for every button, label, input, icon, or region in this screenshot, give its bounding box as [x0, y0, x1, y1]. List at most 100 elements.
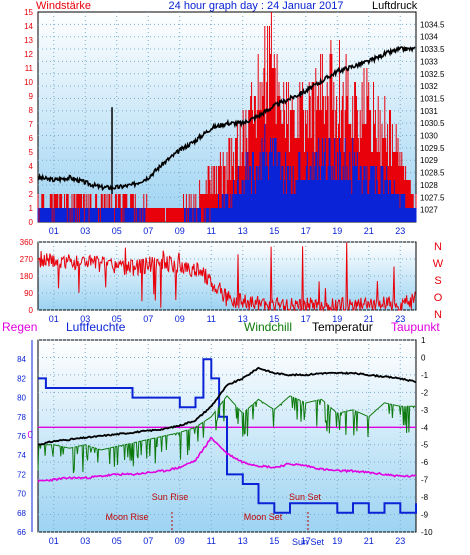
x-tick-label: 17	[301, 314, 311, 324]
humidity-y-tick-label: 82	[17, 374, 26, 383]
wind-y-tick-label: 0	[29, 218, 34, 227]
humidity-label: Luftfeuchte	[66, 320, 126, 334]
x-tick-label: 15	[269, 536, 279, 546]
compass-label: S	[434, 275, 441, 287]
dewpoint-label: Taupunkt	[391, 320, 440, 334]
x-tick-label: 17	[301, 226, 311, 236]
pressure-y-tick-label: 1029	[420, 156, 438, 165]
x-tick-label: 17	[301, 536, 311, 546]
wind-y-tick-label: 4	[29, 162, 34, 171]
wind-y-tick-label: 15	[24, 8, 33, 17]
x-tick-label: 07	[143, 536, 153, 546]
x-tick-label: 21	[364, 226, 374, 236]
wind-average-series	[37, 124, 417, 222]
pressure-y-tick-label: 1034	[420, 33, 438, 42]
wind-y-tick-label: 7	[29, 120, 34, 129]
x-tick-label: 13	[238, 536, 248, 546]
humidity-series	[38, 358, 417, 514]
wind-direction-series	[37, 242, 416, 312]
x-tick-label: 11	[207, 226, 216, 236]
pressure-y-tick-label: 1028	[420, 181, 438, 190]
pressure-y-tick-label: 1028.5	[420, 169, 445, 178]
x-tick-label: 05	[112, 226, 122, 236]
x-tick-label: 09	[175, 314, 185, 324]
x-tick-label: 11	[207, 536, 216, 546]
x-tick-label: 19	[332, 226, 342, 236]
pressure-y-tick-label: 1027	[420, 206, 438, 215]
windchill-series	[37, 395, 416, 474]
x-tick-label: 23	[395, 536, 405, 546]
temperature-label: Temperatur	[312, 320, 373, 334]
sun-set-axis-annotation: Sun Set	[292, 537, 325, 547]
humidity-y-tick-label: 72	[17, 470, 26, 479]
direction-y-tick-label: 180	[20, 272, 34, 281]
x-tick-label: 11	[207, 314, 216, 324]
x-tick-label: 01	[49, 536, 59, 546]
wind-y-tick-label: 11	[25, 64, 34, 73]
x-tick-label: 01	[49, 226, 59, 236]
rain-label: Regen	[2, 320, 37, 334]
compass-label: W	[433, 258, 444, 270]
x-tick-label: 07	[143, 314, 153, 324]
wind-y-tick-label: 8	[29, 106, 34, 115]
humidity-y-tick-label: 70	[17, 490, 26, 499]
direction-y-tick-label: 270	[20, 255, 34, 264]
humidity-y-tick-label: 66	[17, 528, 26, 537]
compass-label: O	[434, 292, 443, 304]
pressure-y-tick-label: 1032	[420, 82, 438, 91]
x-tick-label: 07	[143, 226, 153, 236]
x-tick-label: 23	[395, 314, 405, 324]
x-tick-label: 19	[332, 536, 342, 546]
direction-y-tick-label: 90	[24, 289, 33, 298]
rain-zero-label: 0	[27, 430, 33, 441]
x-tick-label: 15	[269, 226, 279, 236]
x-tick-label: 21	[364, 536, 374, 546]
compass-label: N	[434, 309, 442, 321]
temperature-y-tick-label: -3	[421, 406, 429, 415]
x-tick-label: 05	[112, 536, 122, 546]
moon-set-annotation: Moon Set	[244, 512, 283, 522]
humidity-y-tick-label: 76	[17, 432, 26, 441]
humidity-y-tick-label: 84	[17, 355, 26, 364]
wind-y-tick-label: 13	[24, 36, 33, 45]
pressure-label: Luftdruck	[372, 0, 418, 12]
x-tick-label: 09	[175, 226, 185, 236]
wind-y-tick-label: 6	[29, 134, 34, 143]
wind-y-tick-label: 5	[29, 148, 34, 157]
pressure-series	[37, 45, 416, 192]
temperature-y-tick-label: 0	[421, 353, 426, 362]
pressure-y-tick-label: 1031	[420, 107, 438, 116]
wind-y-tick-label: 9	[29, 92, 34, 101]
sun-set-annotation: Sun Set	[289, 492, 322, 502]
temperature-series	[37, 366, 417, 446]
pressure-y-tick-label: 1029.5	[420, 144, 445, 153]
x-tick-label: 03	[80, 314, 90, 324]
wind-y-tick-label: 1	[29, 204, 34, 213]
chart-title: 24 hour graph day : 24 Januar 2017	[169, 0, 344, 12]
temperature-y-tick-label: -1	[421, 371, 429, 380]
temperature-y-tick-label: -9	[421, 511, 429, 520]
compass-label: N	[434, 241, 442, 253]
temperature-y-tick-label: -4	[421, 423, 429, 432]
pressure-y-tick-label: 1030	[420, 132, 438, 141]
temperature-y-tick-label: -8	[421, 493, 429, 502]
wind-y-tick-label: 3	[29, 176, 34, 185]
x-tick-label: 15	[269, 314, 279, 324]
x-tick-label: 19	[332, 314, 342, 324]
wind-y-tick-label: 12	[24, 50, 33, 59]
humidity-y-tick-label: 68	[17, 509, 26, 518]
x-tick-label: 09	[175, 536, 185, 546]
x-tick-label: 01	[49, 314, 59, 324]
pressure-y-tick-label: 1033	[420, 57, 438, 66]
x-tick-label: 03	[80, 226, 90, 236]
direction-y-tick-label: 360	[20, 238, 34, 247]
x-tick-label: 05	[112, 314, 122, 324]
pressure-y-tick-label: 1033.5	[420, 45, 445, 54]
pressure-y-tick-label: 1031.5	[420, 94, 445, 103]
temperature-y-tick-label: 1	[421, 336, 426, 345]
temperature-y-tick-label: -10	[421, 528, 433, 537]
x-tick-label: 13	[238, 314, 248, 324]
pressure-y-tick-label: 1032.5	[420, 70, 445, 79]
